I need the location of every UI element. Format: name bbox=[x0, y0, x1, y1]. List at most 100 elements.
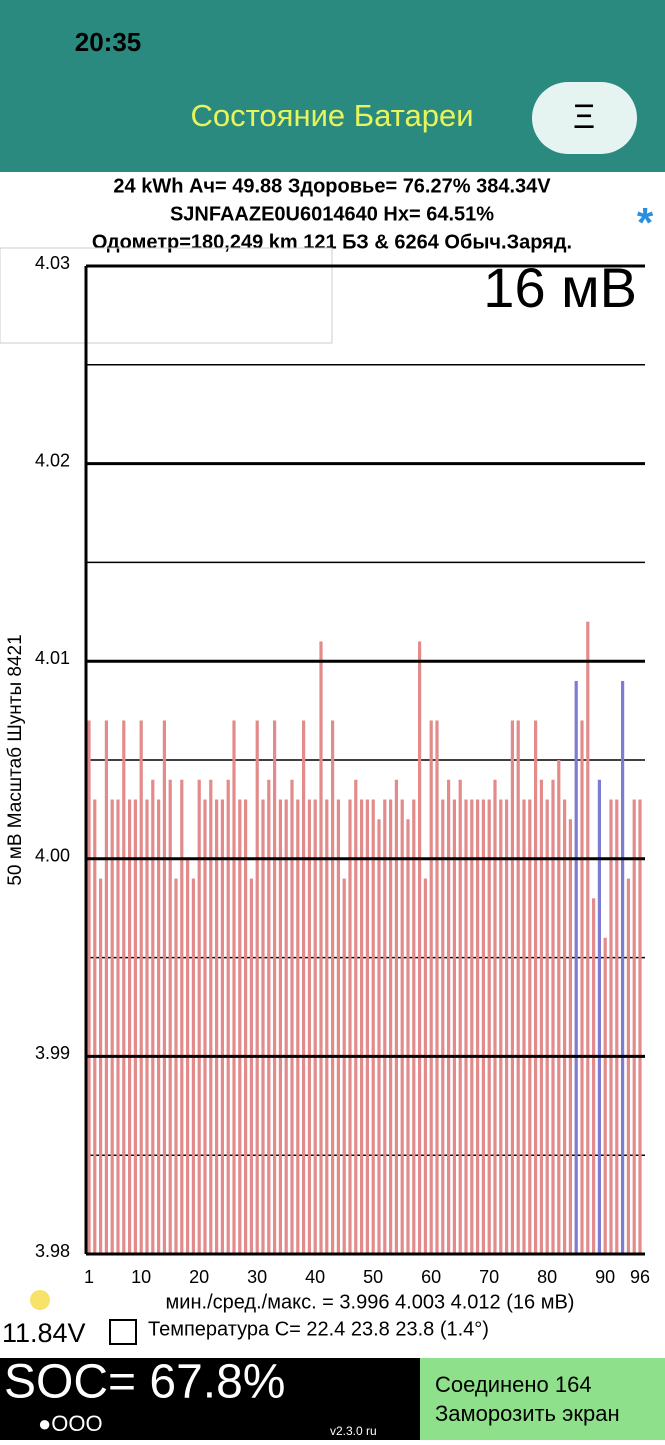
bar bbox=[383, 799, 387, 1254]
bar bbox=[116, 799, 120, 1254]
bar bbox=[400, 799, 404, 1254]
bar bbox=[215, 799, 219, 1254]
bar bbox=[104, 720, 108, 1254]
version: v2.3.0 ru bbox=[330, 1424, 377, 1438]
stats: мин./сред./макс. = 3.996 4.003 4.012 (16… bbox=[166, 1291, 575, 1313]
bar bbox=[551, 779, 555, 1254]
bar bbox=[412, 799, 416, 1254]
bar bbox=[429, 720, 433, 1254]
y-axis-label: 50 мВ Масштаб Шунты 8421 bbox=[5, 634, 26, 885]
bar bbox=[220, 799, 224, 1254]
bar bbox=[539, 779, 543, 1254]
bar bbox=[423, 878, 427, 1254]
bar bbox=[528, 799, 532, 1254]
star[interactable]: * bbox=[637, 199, 654, 246]
x-tick-label: 40 bbox=[305, 1267, 325, 1287]
bar bbox=[296, 799, 300, 1254]
header-line: 24 kWh Ач= 49.88 Здоровье= 76.27% 384.34… bbox=[113, 175, 551, 197]
bar bbox=[87, 720, 91, 1254]
bar bbox=[122, 720, 126, 1254]
bar bbox=[406, 819, 410, 1254]
bar bbox=[452, 799, 456, 1254]
bar bbox=[464, 799, 468, 1254]
bar bbox=[267, 779, 271, 1254]
bar bbox=[609, 799, 613, 1254]
bar bbox=[319, 641, 323, 1254]
status-time: 20:35 bbox=[75, 27, 142, 57]
bar bbox=[597, 779, 601, 1254]
bar bbox=[325, 799, 329, 1254]
bar bbox=[458, 779, 462, 1254]
bar bbox=[563, 799, 567, 1254]
x-tick-label: 60 bbox=[421, 1267, 441, 1287]
bar bbox=[371, 799, 375, 1254]
bar bbox=[580, 720, 584, 1254]
soc: SOC= 67.8% bbox=[4, 1356, 285, 1409]
bar bbox=[313, 799, 317, 1254]
bar bbox=[307, 799, 311, 1254]
bar bbox=[476, 799, 480, 1254]
menu-button[interactable] bbox=[532, 82, 637, 154]
bar bbox=[238, 799, 242, 1254]
bar bbox=[603, 937, 607, 1254]
bar bbox=[209, 779, 213, 1254]
bar bbox=[226, 779, 230, 1254]
bar bbox=[592, 898, 596, 1254]
bar bbox=[278, 799, 282, 1254]
bar bbox=[557, 760, 561, 1254]
x-tick-label: 96 bbox=[630, 1267, 650, 1287]
bar bbox=[360, 799, 364, 1254]
bar bbox=[534, 720, 538, 1254]
bar bbox=[389, 799, 393, 1254]
y-tick-label: 4.01 bbox=[35, 648, 70, 668]
bar bbox=[197, 779, 201, 1254]
dots: ●OOO bbox=[38, 1411, 103, 1436]
bar bbox=[621, 680, 625, 1254]
bar bbox=[331, 720, 335, 1254]
x-tick-label: 30 bbox=[247, 1267, 267, 1287]
bar bbox=[139, 720, 143, 1254]
bar bbox=[481, 799, 485, 1254]
y-tick-label: 4.00 bbox=[35, 846, 70, 866]
y-tick-label: 4.02 bbox=[35, 450, 70, 470]
x-tick-label: 70 bbox=[479, 1267, 499, 1287]
x-tick-label: 90 bbox=[595, 1267, 615, 1287]
temperature: Температура C= 22.4 23.8 23.8 (1.4°) bbox=[148, 1318, 489, 1340]
bar bbox=[191, 878, 195, 1254]
menu-icon[interactable]: Ξ bbox=[573, 98, 595, 136]
bar bbox=[157, 799, 161, 1254]
x-tick-label: 20 bbox=[189, 1267, 209, 1287]
app-title: Состояние Батареи bbox=[190, 98, 473, 133]
connected: Соединено 164 bbox=[435, 1372, 592, 1397]
bar bbox=[626, 878, 630, 1254]
bar bbox=[302, 720, 306, 1254]
y-tick-label: 3.99 bbox=[35, 1043, 70, 1063]
voltage: 11.84V bbox=[2, 1318, 86, 1348]
bar bbox=[586, 621, 590, 1254]
bulb-icon bbox=[30, 1290, 50, 1310]
x-tick-label: 80 bbox=[537, 1267, 557, 1287]
bar bbox=[110, 799, 114, 1254]
bar bbox=[145, 799, 149, 1254]
bar bbox=[133, 799, 137, 1254]
plot: 4.03 4.02 4.01 4.00 3.99 3.98 1 10 20 30 40 50 60 70 8… bbox=[35, 253, 650, 1287]
bar bbox=[487, 799, 491, 1254]
bar bbox=[418, 641, 422, 1254]
bar bbox=[638, 799, 642, 1254]
connect-panel[interactable] bbox=[420, 1358, 665, 1440]
bar bbox=[493, 779, 497, 1254]
x-tick-label: 50 bbox=[363, 1267, 383, 1287]
bar bbox=[441, 799, 445, 1254]
bar bbox=[447, 779, 451, 1254]
bar bbox=[99, 878, 103, 1254]
bar bbox=[336, 799, 340, 1254]
bar bbox=[516, 720, 520, 1254]
freeze[interactable]: Заморозить экран bbox=[435, 1401, 620, 1426]
bar bbox=[244, 799, 248, 1254]
bar bbox=[394, 779, 398, 1254]
bar bbox=[232, 720, 236, 1254]
x-tick-label: 10 bbox=[131, 1267, 151, 1287]
bar bbox=[162, 720, 166, 1254]
